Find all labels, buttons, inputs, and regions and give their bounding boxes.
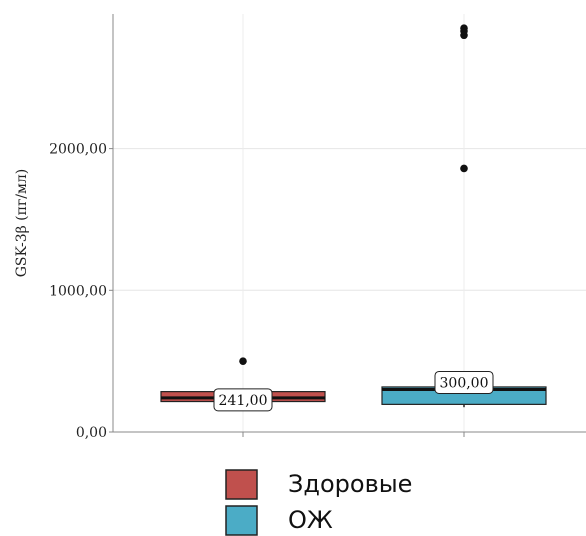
box-group-2: 300,00 (381, 24, 547, 408)
box-group-1: 241,00 (160, 357, 326, 412)
outlier-point (460, 164, 468, 173)
outlier-point (239, 357, 247, 365)
legend-label: ОЖ (288, 506, 333, 534)
median-label: 241,00 (219, 393, 268, 409)
y-tick-label: 1000,00 (49, 283, 107, 299)
median-label-box (213, 388, 273, 412)
median-label: 300,00 (440, 375, 489, 391)
y-axis-label: GSK-3β (пг/мл) (14, 169, 30, 278)
legend-label: Здоровые (288, 470, 412, 498)
median-label-box (434, 370, 494, 394)
outlier-point (460, 24, 468, 32)
y-tick-label: 0,00 (76, 425, 107, 441)
y-tick-label: 2000,00 (49, 142, 107, 158)
legend-swatch (225, 469, 258, 500)
plot-area (113, 14, 586, 432)
legend-swatch (225, 505, 258, 536)
